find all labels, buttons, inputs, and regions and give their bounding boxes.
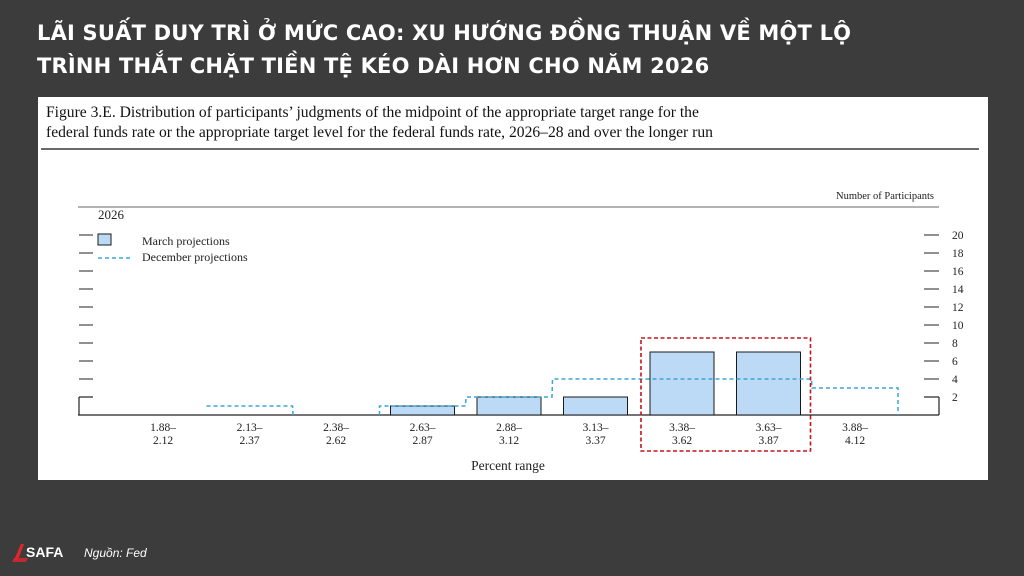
y-tick-label: 12 bbox=[952, 302, 964, 314]
x-tick-label: 1.88– bbox=[150, 422, 176, 434]
y-tick-label: 6 bbox=[952, 356, 958, 368]
x-tick-label: 2.38– bbox=[323, 422, 349, 434]
x-tick-label: 3.13– bbox=[583, 422, 609, 434]
x-tick-label: 2.87 bbox=[412, 435, 432, 447]
y-tick-label: 4 bbox=[952, 374, 958, 386]
x-tick-label: 3.12 bbox=[499, 435, 519, 447]
y-tick-label: 8 bbox=[952, 338, 958, 350]
highlight-box bbox=[640, 337, 812, 452]
x-tick-label: 4.12 bbox=[845, 435, 865, 447]
x-tick-label: 3.62 bbox=[672, 435, 692, 447]
y-axis-label: Number of Participants bbox=[836, 191, 934, 202]
bar-march bbox=[563, 396, 628, 416]
x-tick-label: 2.37 bbox=[239, 435, 259, 447]
headline-line-1: LÃI SUẤT DUY TRÌ Ở MỨC CAO: XU HƯỚNG ĐỒN… bbox=[37, 21, 852, 45]
safa-logo: SAFA bbox=[12, 544, 63, 562]
figure-caption-line-2: federal funds rate or the appropriate ta… bbox=[46, 124, 713, 141]
y-tick-label: 2 bbox=[952, 392, 958, 404]
december-step-line bbox=[206, 378, 899, 416]
bar-march bbox=[390, 405, 455, 416]
headline: LÃI SUẤT DUY TRÌ Ở MỨC CAO: XU HƯỚNG ĐỒN… bbox=[37, 17, 997, 83]
x-tick-label: 3.37 bbox=[585, 435, 605, 447]
legend-march-label: March projections bbox=[142, 234, 230, 248]
x-axis-label: Percent range bbox=[471, 458, 545, 473]
x-tick-label: 2.63– bbox=[410, 422, 436, 434]
safa-logo-text: SAFA bbox=[26, 544, 63, 560]
x-tick-label: 3.88– bbox=[842, 422, 868, 434]
y-tick-label: 14 bbox=[952, 284, 964, 296]
bar-march bbox=[476, 396, 542, 416]
x-tick-label: 3.63– bbox=[756, 422, 782, 434]
y-tick-label: 20 bbox=[952, 230, 964, 242]
distribution-chart: Number of Participants 2026 2 4 6 8 10 12 14 16 18… bbox=[41, 148, 979, 473]
y-tick-label: 16 bbox=[952, 266, 964, 278]
x-tick-label: 3.87 bbox=[758, 435, 778, 447]
bar-march bbox=[736, 351, 801, 416]
figure-caption: Figure 3.E. Distribution of participants… bbox=[46, 103, 976, 143]
source-note: Nguồn: Fed bbox=[84, 546, 147, 560]
x-tick-label: 3.38– bbox=[669, 422, 695, 434]
y-tick-label: 18 bbox=[952, 248, 964, 260]
bar-march bbox=[649, 351, 715, 416]
figure-panel: Figure 3.E. Distribution of participants… bbox=[38, 97, 988, 480]
x-tick-label: 2.12 bbox=[153, 435, 173, 447]
panel-year-label: 2026 bbox=[98, 207, 125, 222]
x-tick-label: 2.62 bbox=[326, 435, 346, 447]
x-tick-label: 2.88– bbox=[496, 422, 522, 434]
legend-march-swatch bbox=[97, 233, 112, 246]
headline-line-2: TRÌNH THẮT CHẶT TIỀN TỆ KÉO DÀI HƠN CHO … bbox=[37, 54, 710, 78]
figure-caption-line-1: Figure 3.E. Distribution of participants… bbox=[46, 104, 699, 121]
x-tick-label: 2.13– bbox=[237, 422, 263, 434]
y-tick-label: 10 bbox=[952, 320, 964, 332]
legend-december-label: December projections bbox=[142, 250, 248, 264]
